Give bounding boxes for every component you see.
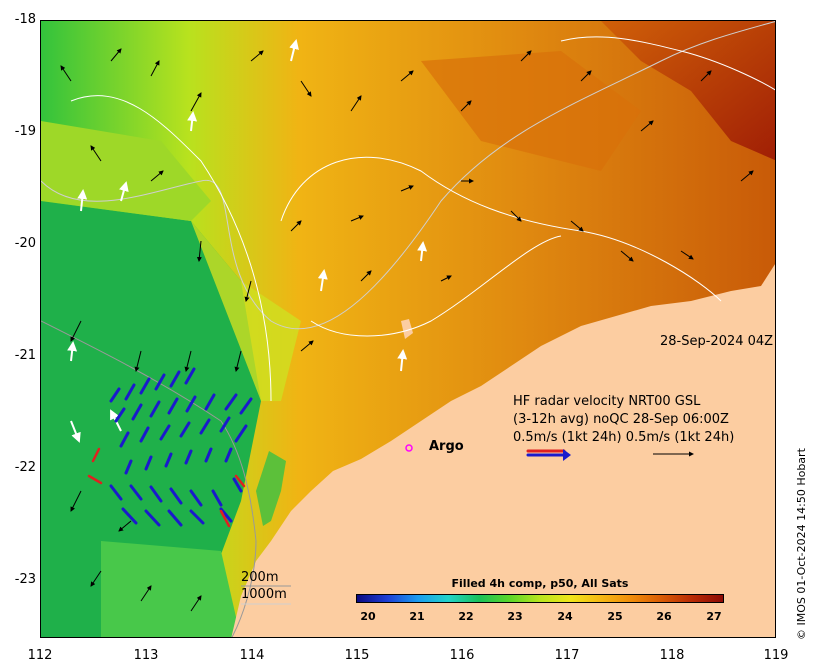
barrow-island bbox=[401, 319, 413, 339]
colorbar-tick-26: 26 bbox=[656, 610, 672, 623]
timestamp-label: 28-Sep-2024 04Z bbox=[660, 334, 774, 349]
sst-contour-1 bbox=[280, 156, 722, 302]
y-tick-minus20: -20 bbox=[14, 236, 36, 251]
depth-legend-200m: 200m bbox=[241, 570, 279, 585]
y-tick-minus19: -19 bbox=[14, 124, 36, 139]
argo-float-marker bbox=[405, 444, 413, 452]
colorbar-tick-22: 22 bbox=[458, 610, 474, 623]
sst-green-south bbox=[101, 541, 241, 637]
sst-warm-core bbox=[601, 21, 775, 161]
sst-contour-4 bbox=[310, 235, 562, 337]
sst-warm-band bbox=[421, 51, 641, 171]
colorbar-tick-24: 24 bbox=[557, 610, 573, 623]
x-tick-112: 112 bbox=[27, 648, 53, 663]
colorbar-tick-21: 21 bbox=[409, 610, 425, 623]
x-tick-116: 116 bbox=[449, 648, 475, 663]
colorbar-tick-27: 27 bbox=[706, 610, 722, 623]
y-tick-minus18: -18 bbox=[14, 12, 36, 27]
current-arrows bbox=[60, 48, 754, 612]
x-tick-115: 115 bbox=[344, 648, 370, 663]
x-tick-113: 113 bbox=[133, 648, 159, 663]
credit-label: © IMOS 01-Oct-2024 14:50 Hobart bbox=[795, 448, 808, 640]
hf-radar-legend-line3: 0.5m/s (1kt 24h) 0.5m/s (1kt 24h) bbox=[513, 430, 735, 445]
sst-cool-tongue bbox=[41, 201, 261, 637]
sst-map bbox=[40, 20, 776, 638]
isobath-200m bbox=[41, 320, 257, 637]
exmouth-gulf bbox=[256, 451, 286, 526]
land-mass bbox=[231, 264, 775, 637]
sst-contour-3 bbox=[560, 36, 775, 91]
y-tick-minus21: -21 bbox=[14, 348, 36, 363]
y-tick-minus22: -22 bbox=[14, 460, 36, 475]
x-tick-117: 117 bbox=[554, 648, 580, 663]
hf-radar-vectors-red bbox=[87, 447, 246, 528]
x-tick-119: 119 bbox=[763, 648, 789, 663]
depth-legend-1000m: 1000m bbox=[241, 587, 287, 602]
hf-legend-arrow bbox=[526, 449, 571, 461]
isobath-1000m bbox=[41, 21, 775, 330]
hf-radar-vectors bbox=[109, 367, 253, 527]
sst-contour-2 bbox=[70, 95, 272, 402]
y-tick-minus23: -23 bbox=[14, 572, 36, 587]
colorbar bbox=[356, 594, 724, 603]
argo-label: Argo bbox=[429, 439, 464, 454]
x-tick-114: 114 bbox=[239, 648, 265, 663]
colorbar-tick-25: 25 bbox=[607, 610, 623, 623]
sst-mid-band-2 bbox=[191, 221, 301, 401]
colorbar-tick-23: 23 bbox=[507, 610, 523, 623]
hf-radar-legend-line1: HF radar velocity NRT00 GSL bbox=[513, 394, 701, 409]
x-tick-118: 118 bbox=[659, 648, 685, 663]
sst-map-graphic bbox=[41, 21, 775, 637]
colorbar-tick-20: 20 bbox=[360, 610, 376, 623]
colorbar-title: Filled 4h comp, p50, All Sats bbox=[451, 577, 629, 590]
hf-radar-legend-line2: (3-12h avg) noQC 28-Sep 06:00Z bbox=[513, 412, 729, 427]
